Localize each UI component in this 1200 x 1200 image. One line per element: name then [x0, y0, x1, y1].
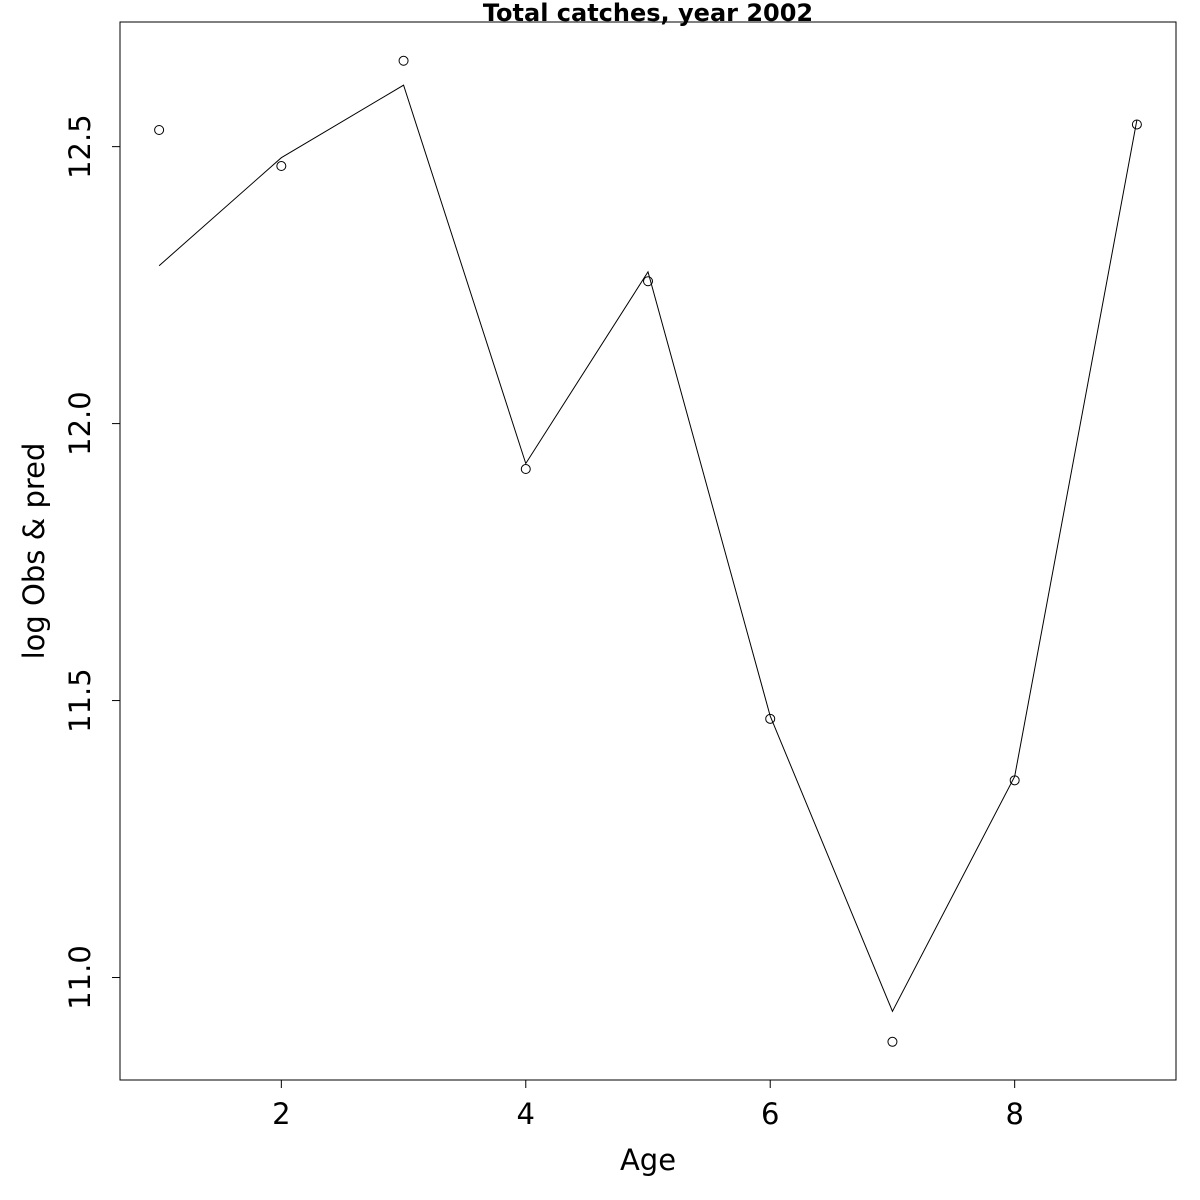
- y-tick-label: 12.0: [63, 391, 97, 456]
- x-tick-label: 8: [1005, 1097, 1023, 1131]
- observed-point: [887, 1036, 898, 1047]
- observed-point: [398, 55, 409, 66]
- observed-point: [643, 276, 653, 287]
- x-tick-label: 4: [517, 1097, 535, 1131]
- x-tick-label: 2: [272, 1097, 290, 1131]
- y-axis: 11.0 11.5 12.0 12.5: [63, 114, 121, 1010]
- observed-point: [520, 464, 531, 475]
- chart-title: Total catches, year 2002: [483, 0, 813, 27]
- predicted-line: [158, 84, 1138, 1013]
- y-tick-label: 11.5: [63, 668, 97, 733]
- y-axis-label: log Obs & pred: [17, 443, 51, 660]
- y-tick-label: 11.0: [63, 945, 97, 1010]
- x-axis-label: Age: [620, 1143, 676, 1177]
- observed-point: [276, 161, 287, 172]
- y-tick-label: 12.5: [63, 114, 97, 179]
- x-axis: 2 4 6 8: [272, 1079, 1024, 1131]
- observed-point: [1131, 119, 1142, 130]
- series-layer: [154, 55, 1142, 1047]
- observed-point: [154, 125, 165, 136]
- x-tick-label: 6: [761, 1097, 779, 1131]
